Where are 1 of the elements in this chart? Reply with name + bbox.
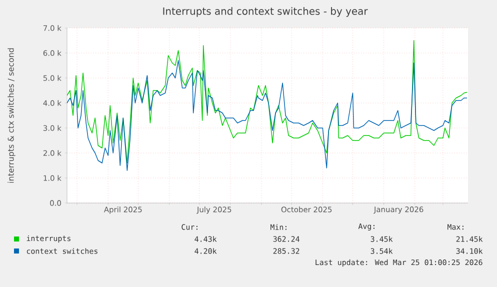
chart-title: Interrupts and context switches - by year xyxy=(163,7,368,17)
